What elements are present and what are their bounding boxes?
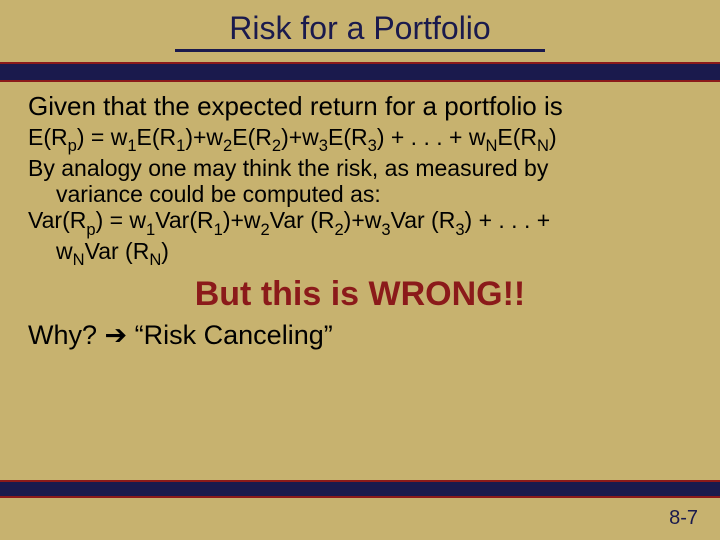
page-number: 8-7 [669, 507, 698, 530]
variance-wrong-formula-line2: wNVar (RN) [28, 238, 692, 269]
why-text: Why? ➔ “Risk Canceling” [28, 320, 692, 351]
top-nav-bar [0, 62, 720, 82]
bottom-nav-bar [0, 480, 720, 498]
slide-body: Given that the expected return for a por… [0, 82, 720, 351]
slide-title: Risk for a Portfolio [229, 10, 490, 47]
expected-return-formula: E(Rp) = w1E(R1)+w2E(R2)+w3E(R3) + . . . … [28, 124, 692, 155]
wrong-emphasis: But this is WRONG!! [28, 275, 692, 314]
arrow-icon: ➔ [105, 320, 128, 350]
analogy-line2: variance could be computed as: [28, 181, 692, 207]
variance-wrong-formula-line1: Var(Rp) = w1Var(R1)+w2Var (R2)+w3Var (R3… [28, 207, 692, 238]
lead-text: Given that the expected return for a por… [28, 92, 692, 122]
analogy-line1: By analogy one may think the risk, as me… [28, 155, 692, 181]
title-underline [175, 49, 545, 52]
